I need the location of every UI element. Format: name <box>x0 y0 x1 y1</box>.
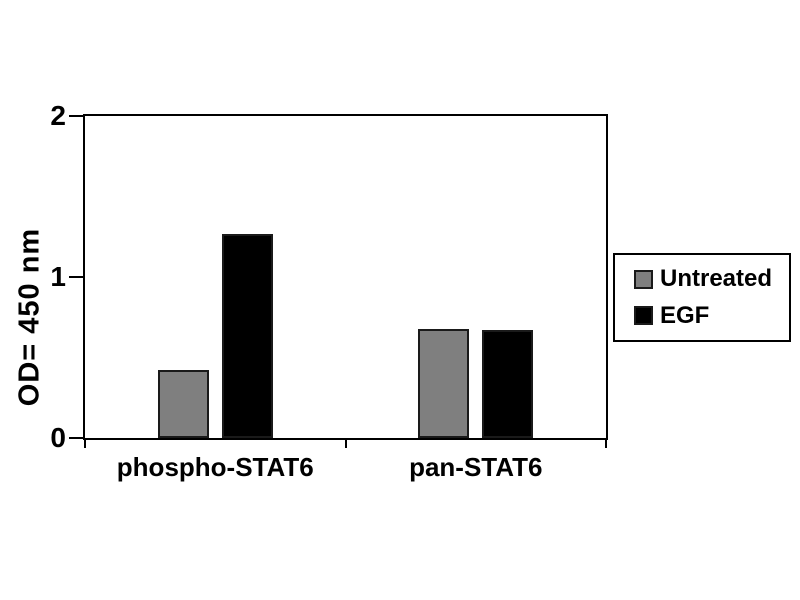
y-tick-label: 0 <box>50 422 66 453</box>
bar-untreated-phospho-stat6 <box>157 370 209 438</box>
y-axis-title: OD= 450 nm <box>13 227 46 407</box>
y-axis-tick <box>69 437 83 439</box>
bar-egf-phospho-stat6 <box>221 234 273 438</box>
x-axis-tick <box>84 438 86 448</box>
x-axis-tick <box>344 438 347 448</box>
legend-item-untreated: Untreated <box>634 267 789 291</box>
y-tick-label: 2 <box>50 100 66 131</box>
legend-item-egf: EGF <box>634 301 789 329</box>
legend: Untreated EGF <box>613 253 791 342</box>
y-axis-tick <box>69 276 83 278</box>
bar-untreated-pan-stat6 <box>418 329 470 438</box>
x-category-label: phospho-STAT6 <box>116 452 314 482</box>
legend-label-egf: EGF <box>660 301 710 329</box>
untreated-swatch-icon <box>634 269 653 289</box>
egf-swatch-icon <box>634 306 653 326</box>
y-tick-label: 1 <box>50 261 66 292</box>
legend-label-untreated: Untreated <box>660 265 773 293</box>
x-category-label: pan-STAT6 <box>409 452 543 482</box>
y-axis-tick <box>69 115 83 117</box>
x-axis-tick <box>605 438 607 448</box>
bar-egf-pan-stat6 <box>482 330 534 438</box>
